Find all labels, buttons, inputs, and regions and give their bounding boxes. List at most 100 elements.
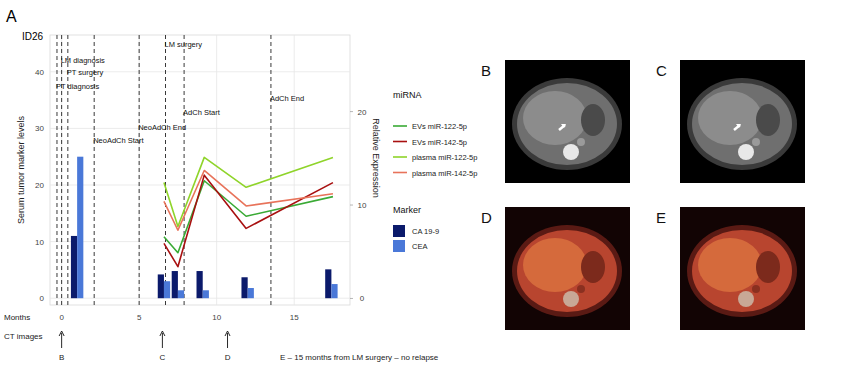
y-grid-line — [50, 241, 350, 242]
ct-point-label: C — [160, 353, 166, 362]
legend-label: plasma miR-142-5p — [412, 169, 477, 178]
bar — [197, 271, 203, 298]
x-axis-label: Months — [4, 313, 30, 322]
scan-spine — [738, 291, 754, 307]
legend-title: miRNA — [393, 90, 422, 100]
panel-label: C — [656, 62, 667, 79]
plot-frame — [50, 35, 350, 305]
y-tick-label: 20 — [35, 181, 44, 190]
panel-label: B — [481, 62, 491, 79]
legend-label: EVs miR-142-5p — [412, 138, 467, 147]
x-tick-label: 15 — [290, 313, 299, 322]
bar — [71, 236, 77, 298]
subtitle: ID26 — [22, 31, 44, 42]
legend-label: CA 19-9 — [412, 227, 439, 236]
x-grid-line — [139, 35, 140, 305]
event-line — [61, 35, 62, 305]
legend-key — [393, 225, 405, 237]
y-axis-label: Serum tumor marker levels — [16, 115, 26, 224]
scan-tissue — [692, 230, 792, 312]
y2-tick — [350, 205, 353, 206]
bar — [158, 274, 164, 298]
scan-liver — [698, 91, 762, 145]
plot-data — [57, 35, 338, 305]
ct-arrow — [61, 333, 62, 348]
lesion-arrow — [734, 125, 740, 130]
bar — [77, 157, 83, 299]
y2-tick — [350, 111, 353, 112]
lesion-arrow-head — [736, 124, 741, 128]
line — [164, 157, 333, 226]
image-panel — [680, 60, 805, 183]
bar — [241, 277, 247, 298]
event-label: PT diagnosis — [56, 82, 99, 91]
scan-stomach — [581, 251, 605, 283]
scan-spine — [563, 291, 579, 307]
image-panel — [505, 60, 630, 183]
event-label: LM diagnosis — [61, 56, 105, 65]
line — [164, 181, 333, 253]
legend-key — [393, 125, 407, 127]
scan-background — [505, 60, 630, 183]
y2-tick-label: 10 — [358, 201, 367, 210]
legend-key — [393, 141, 407, 143]
scan-liver — [698, 238, 762, 292]
figure: 05101501020304001020AID26Serum tumor mar… — [0, 0, 847, 379]
legend-key — [393, 156, 407, 158]
ct-label: CT images — [4, 332, 43, 341]
scan-stomach — [756, 104, 780, 136]
scan-tissue — [692, 83, 792, 165]
event-label: LM surgery — [165, 40, 203, 49]
scan-spine — [738, 144, 754, 160]
legend-title: Marker — [393, 205, 421, 215]
ct-point-label: D — [225, 353, 231, 362]
event-label: PT surgery — [67, 68, 104, 77]
scan-tissue — [517, 230, 617, 312]
scan-body — [512, 78, 622, 170]
panel-label: E — [656, 209, 666, 226]
event-label: AdCh End — [270, 94, 304, 103]
panel-title: A — [6, 8, 17, 25]
x-tick-label: 0 — [59, 313, 64, 322]
x-grid-line — [61, 35, 62, 305]
scan-aorta — [752, 285, 760, 293]
scan-background — [680, 60, 805, 183]
event-line — [139, 35, 140, 305]
scan-aorta — [577, 138, 585, 146]
scan-spine — [563, 144, 579, 160]
scan-stomach — [581, 104, 605, 136]
scan-liver — [523, 91, 587, 145]
y-grid-line — [50, 185, 350, 186]
line — [164, 175, 333, 267]
x-tick-label: 5 — [137, 313, 142, 322]
bar — [164, 281, 170, 298]
y2-tick — [350, 298, 353, 299]
x-grid-line — [216, 35, 217, 305]
y-tick-label: 40 — [35, 68, 44, 77]
bar — [248, 288, 254, 298]
scan-aorta — [577, 285, 585, 293]
event-label: NeoAdCh End — [138, 123, 186, 132]
image-panel — [680, 207, 805, 330]
y-tick-label: 10 — [35, 238, 44, 247]
scan-liver — [523, 238, 587, 292]
scan-background — [505, 207, 630, 330]
event-line — [270, 35, 271, 305]
bar — [203, 290, 209, 298]
ct-note: E – 15 months from LM surgery – no relap… — [280, 353, 439, 362]
line — [164, 170, 333, 230]
ct-arrow — [162, 333, 163, 348]
scan-stomach — [756, 251, 780, 283]
scan-tissue — [517, 83, 617, 165]
panel-label: D — [481, 209, 492, 226]
y-tick-label: 0 — [40, 294, 45, 303]
x-tick-label: 10 — [212, 313, 221, 322]
y-grid-line — [50, 128, 350, 129]
lesion-arrow — [559, 125, 565, 130]
event-label: AdCh Start — [183, 108, 221, 117]
image-panel — [505, 207, 630, 330]
y2-tick-label: 20 — [358, 108, 367, 117]
lesion-arrow-head — [561, 124, 566, 128]
bar — [178, 290, 184, 298]
scan-body — [512, 225, 622, 317]
